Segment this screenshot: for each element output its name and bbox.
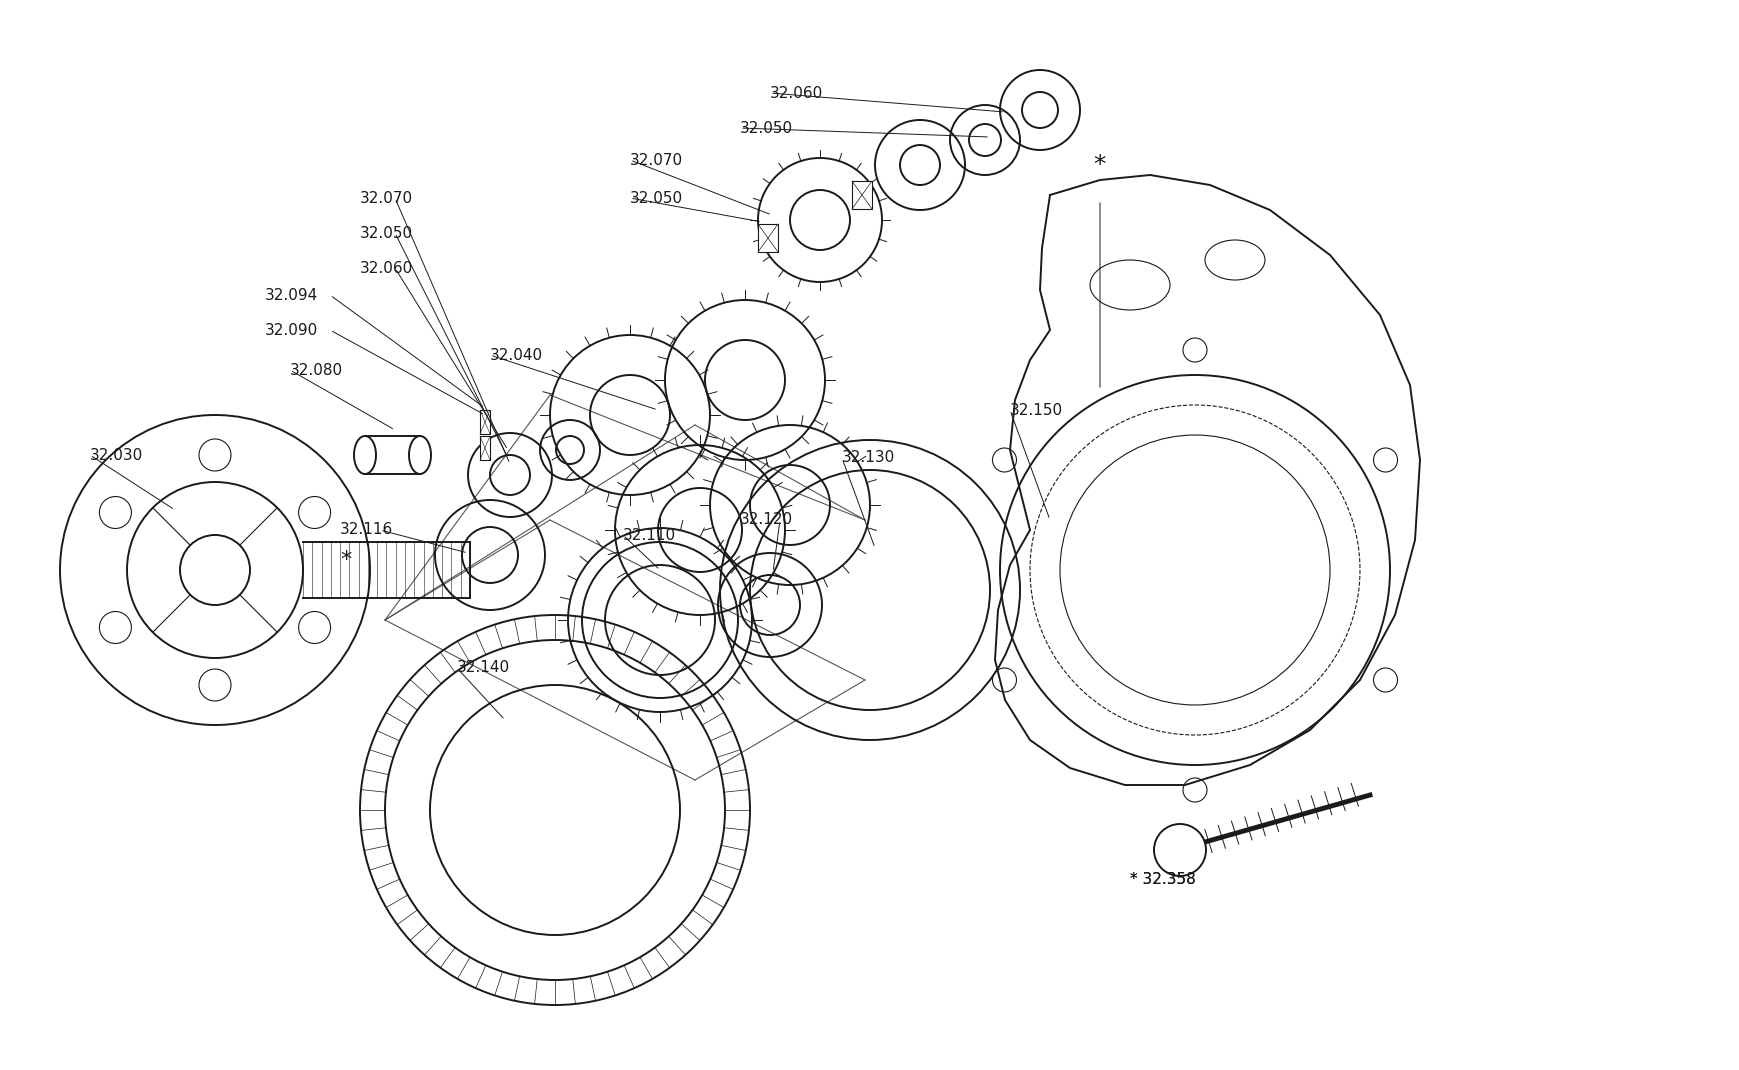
Text: 32.060: 32.060 (360, 260, 414, 275)
Text: 32.050: 32.050 (630, 190, 683, 205)
Text: 32.030: 32.030 (90, 447, 143, 462)
Bar (758, 224, 777, 253)
Ellipse shape (409, 435, 431, 474)
Text: 32.094: 32.094 (264, 288, 318, 303)
Text: 32.150: 32.150 (1009, 402, 1063, 417)
Text: 32.040: 32.040 (490, 348, 543, 363)
Text: 32.130: 32.130 (842, 450, 896, 465)
Text: 32.080: 32.080 (290, 363, 343, 378)
Bar (480, 435, 490, 460)
Text: 32.110: 32.110 (623, 528, 676, 542)
Text: 32.090: 32.090 (264, 322, 318, 337)
Text: 32.050: 32.050 (739, 121, 793, 136)
Text: *: * (1094, 153, 1106, 177)
Text: 32.140: 32.140 (457, 660, 510, 675)
Text: * 32.358: * 32.358 (1129, 872, 1195, 887)
Text: 32.116: 32.116 (339, 522, 393, 537)
Text: 32.060: 32.060 (770, 86, 823, 101)
Ellipse shape (353, 435, 376, 474)
Text: * 32.358: * 32.358 (1129, 872, 1195, 887)
Bar (480, 410, 490, 434)
Bar (365, 435, 419, 474)
Text: 32.120: 32.120 (739, 513, 793, 528)
Text: 32.050: 32.050 (360, 226, 412, 241)
Circle shape (1153, 824, 1205, 876)
Text: 32.070: 32.070 (360, 190, 412, 205)
Text: *: * (339, 550, 351, 570)
Text: 32.070: 32.070 (630, 153, 683, 168)
Bar (852, 181, 871, 209)
